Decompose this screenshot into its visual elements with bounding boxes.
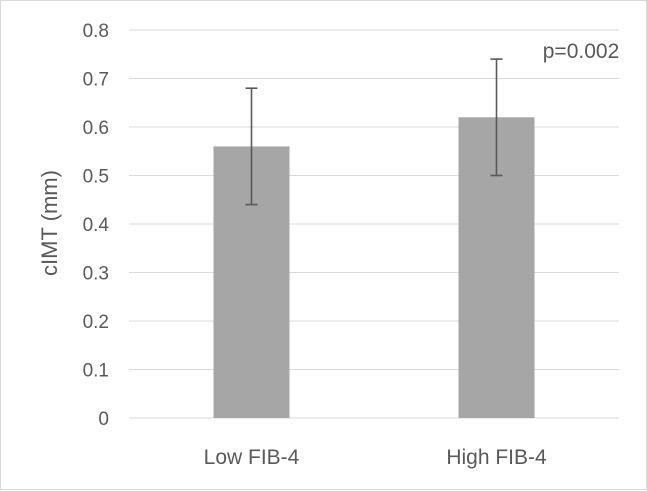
y-tick-labels: 0 0.1 0.2 0.3 0.4 0.5 0.6 0.7 0.8 xyxy=(83,21,110,430)
y-axis-label: cIMT (mm) xyxy=(37,170,62,276)
y-tick-label-8: 0.8 xyxy=(83,21,109,42)
y-tick-label-4: 0.4 xyxy=(83,215,110,236)
bars xyxy=(213,117,535,419)
error-bars xyxy=(245,58,503,206)
y-tick-label-1: 0.1 xyxy=(83,361,109,382)
x-tick-label-0: Low FIB-4 xyxy=(204,446,300,469)
x-tick-label-1: High FIB-4 xyxy=(446,446,547,469)
y-tick-label-0: 0 xyxy=(98,409,109,430)
gridlines xyxy=(129,29,619,419)
x-tick-labels: Low FIB-4 High FIB-4 xyxy=(204,446,547,469)
y-tick-label-6: 0.6 xyxy=(83,118,109,139)
y-tick-label-5: 0.5 xyxy=(83,167,109,188)
y-tick-label-3: 0.3 xyxy=(83,264,109,285)
p-value-annotation: p=0.002 xyxy=(543,40,620,63)
y-tick-label-2: 0.2 xyxy=(83,312,109,333)
y-tick-label-7: 0.7 xyxy=(83,70,109,91)
